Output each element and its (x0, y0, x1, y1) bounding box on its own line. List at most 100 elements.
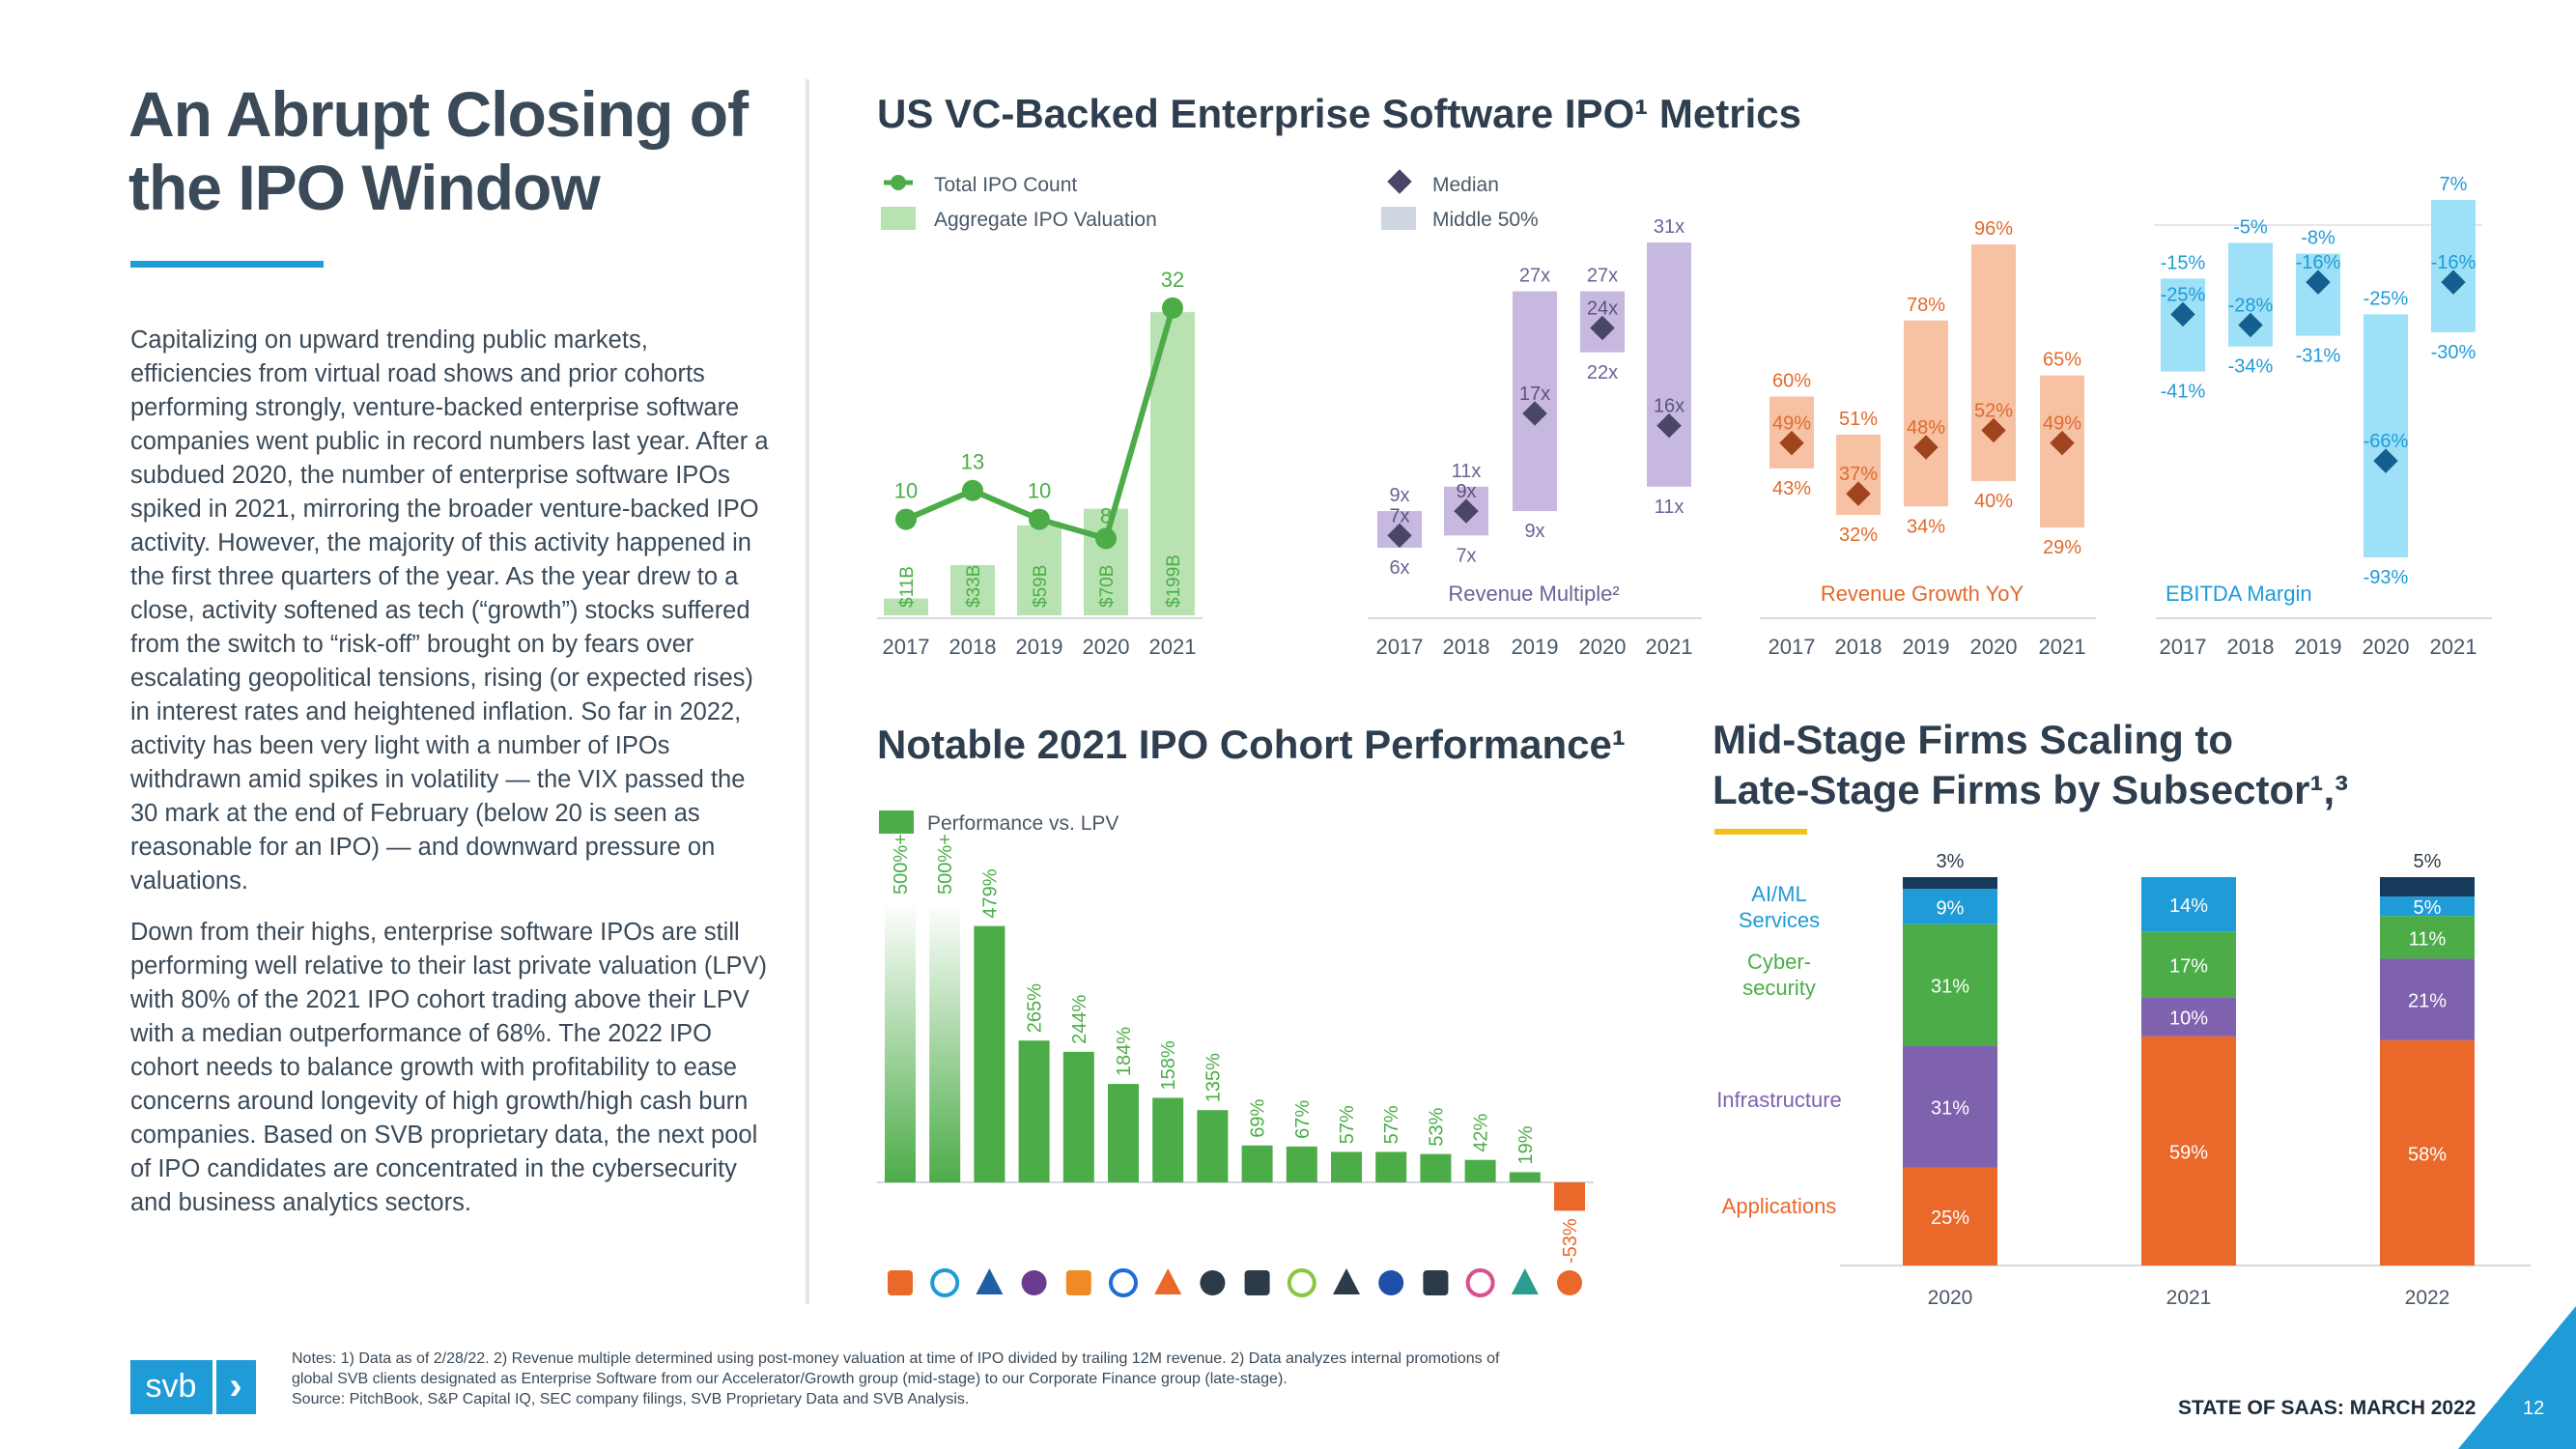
performance-bar (1018, 1040, 1050, 1182)
chart-sub-label: Revenue Growth YoY (1821, 582, 2024, 606)
x-tick-label: 2017 (1376, 635, 1424, 659)
median-label: -16% (2296, 252, 2341, 273)
performance-label: 42% (1471, 1113, 1492, 1151)
high-label: -25% (2364, 288, 2409, 309)
x-tick-label: 2020 (1970, 635, 2018, 659)
high-label: 31x (1654, 216, 1684, 238)
stack-segment (2380, 916, 2475, 959)
segment-label: 5% (2414, 851, 2442, 872)
low-label: -34% (2228, 356, 2274, 378)
legend-label-middle50: Middle 50% (1432, 209, 1539, 231)
valuation-label: $11B (897, 566, 918, 608)
median-label: -28% (2228, 296, 2274, 317)
footnote-line-2: global SVB clients designated as Enterpr… (292, 1371, 1288, 1387)
low-label: 43% (1772, 478, 1811, 499)
median-label: 48% (1907, 417, 1945, 439)
company-logo-icon (1465, 1268, 1495, 1297)
scaling-title-line-1: Mid-Stage Firms Scaling to (1713, 717, 2234, 762)
category-label: security (1742, 976, 1816, 1000)
median-label: -66% (2364, 431, 2409, 452)
performance-bar (1509, 1172, 1541, 1182)
company-logo-icon (1065, 1270, 1091, 1295)
median-label: 49% (1772, 413, 1811, 435)
footnote-line-1: Notes: 1) Data as of 2/28/22. 2) Revenue… (292, 1350, 1500, 1367)
stack-segment (2141, 1036, 2236, 1265)
page-number: 12 (2523, 1398, 2545, 1419)
valuation-bar (1017, 525, 1062, 615)
ipo-count-point (1095, 527, 1117, 550)
low-label: -30% (2431, 342, 2477, 363)
segment-label: 10% (2169, 1009, 2208, 1030)
column-divider (806, 79, 809, 1304)
x-tick-label: 2020 (1083, 635, 1130, 659)
median-label: 52% (1974, 401, 2013, 422)
median-label: 49% (2043, 413, 2081, 435)
valuation-label: $70B (1097, 565, 1118, 608)
company-logo-icon (1154, 1268, 1182, 1294)
performance-label: 69% (1248, 1099, 1269, 1138)
category-label: Applications (1722, 1194, 1837, 1218)
high-label: 9x (1389, 485, 1409, 506)
segment-label: 14% (2169, 895, 2208, 917)
valuation-bar (950, 564, 995, 615)
range-bar (2296, 253, 2340, 336)
company-logo-icon (1333, 1268, 1360, 1294)
ipo-count-label: 32 (1161, 268, 1184, 292)
performance-label: -53% (1560, 1218, 1581, 1264)
high-label: 51% (1839, 409, 1878, 430)
range-bar (2364, 314, 2408, 557)
performance-bar (885, 902, 916, 1182)
stack-segment (2141, 877, 2236, 932)
stack-segment (1903, 889, 1997, 924)
segment-label: 9% (1937, 897, 1965, 919)
page-title: An Abrupt Closing of the IPO Window (128, 78, 749, 223)
low-label: 7x (1456, 545, 1476, 566)
median-label: 37% (1839, 464, 1878, 485)
segment-label: 11% (2409, 928, 2447, 950)
x-tick-label: 2020 (2363, 635, 2410, 659)
chevron-right-icon: › (229, 1365, 241, 1407)
x-tick-label: 2020 (1928, 1287, 1973, 1309)
high-label: 65% (2043, 350, 2081, 371)
x-tick-label: 2018 (1835, 635, 1882, 659)
stack-segment (2380, 1039, 2475, 1265)
legend-label-median: Median (1432, 174, 1499, 196)
low-label: -93% (2364, 567, 2409, 588)
footnotes: Notes: 1) Data as of 2/28/22. 2) Revenue… (292, 1349, 1586, 1409)
company-logo-icon (930, 1268, 960, 1297)
high-label: 27x (1587, 266, 1618, 287)
company-logo-icon (1109, 1268, 1138, 1297)
high-label: -8% (2301, 228, 2335, 249)
high-label: 7% (2440, 174, 2468, 195)
legend-bar-swatch (881, 207, 916, 230)
company-logo-icon (1378, 1270, 1404, 1295)
ipo-count-label: 10 (1028, 479, 1051, 503)
high-label: 60% (1772, 371, 1811, 392)
x-tick-label: 2017 (2160, 635, 2207, 659)
performance-bar (1375, 1151, 1407, 1182)
footnote-line-3: Source: PitchBook, S&P Capital IQ, SEC c… (292, 1391, 970, 1407)
x-tick-label: 2021 (2430, 635, 2477, 659)
stack-segment (1903, 877, 1997, 890)
performance-bar (1197, 1110, 1229, 1182)
stack-segment (1903, 1045, 1997, 1168)
company-logos-row (888, 1268, 1582, 1297)
x-tick-label: 2021 (1646, 635, 1693, 659)
x-tick-label: 2018 (2227, 635, 2275, 659)
performance-bar (1241, 1145, 1273, 1182)
company-logo-icon (976, 1268, 1004, 1294)
performance-label: 479% (979, 868, 1001, 918)
low-label: -41% (2161, 382, 2206, 403)
valuation-bar (884, 598, 928, 615)
valuation-label: $33B (964, 565, 984, 608)
median-label: 16x (1654, 396, 1684, 417)
performance-label: 57% (1337, 1105, 1358, 1144)
low-label: 40% (1974, 491, 2013, 512)
category-label: Infrastructure (1716, 1088, 1842, 1112)
performance-bar (1420, 1153, 1452, 1182)
company-logo-icon (1287, 1268, 1316, 1297)
segment-label: 3% (1937, 851, 1965, 872)
performance-bar (1464, 1159, 1496, 1182)
scaling-title-underline (1714, 829, 1807, 835)
